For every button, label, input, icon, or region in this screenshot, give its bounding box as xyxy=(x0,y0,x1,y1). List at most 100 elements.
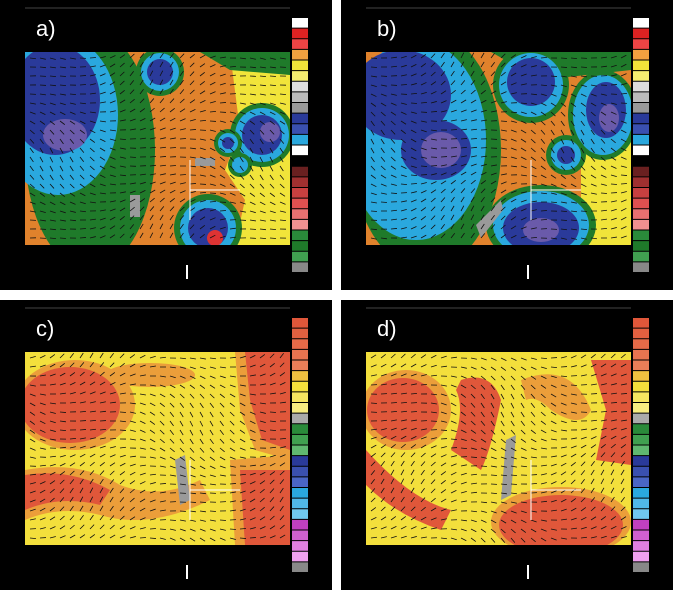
scale-swatch xyxy=(633,350,649,360)
scale-swatch xyxy=(292,103,308,113)
scale-swatch xyxy=(633,541,649,551)
wind-vector xyxy=(491,475,497,476)
wind-vector xyxy=(230,529,236,530)
scale-swatch xyxy=(633,103,649,113)
scale-swatch xyxy=(633,71,649,81)
wind-vector xyxy=(541,210,547,211)
scale-swatch xyxy=(633,146,649,156)
scale-swatch xyxy=(633,414,649,424)
scale-swatch xyxy=(292,477,308,487)
scale-swatch xyxy=(292,467,308,477)
scale-swatch xyxy=(633,50,649,60)
scale-swatch xyxy=(633,29,649,39)
scale-swatch xyxy=(292,382,308,392)
wind-vector xyxy=(441,120,447,121)
wind-vector xyxy=(90,57,96,58)
wind-vector xyxy=(270,412,276,413)
radar-field xyxy=(0,30,294,270)
panel: b) xyxy=(341,0,673,290)
scale-swatch xyxy=(292,499,308,509)
wind-vector xyxy=(80,75,86,76)
wind-vector xyxy=(371,211,377,212)
wind-vector xyxy=(621,183,627,184)
scale-swatch xyxy=(633,552,649,562)
scale-swatch xyxy=(292,414,308,424)
scale-swatch xyxy=(292,371,308,381)
scale-swatch xyxy=(633,61,649,71)
wind-vector xyxy=(270,76,276,77)
wind-vector xyxy=(501,121,507,122)
wind-vector xyxy=(471,138,477,139)
wind-vector xyxy=(150,538,156,539)
scale-swatch xyxy=(292,562,308,572)
scale-swatch xyxy=(292,188,308,198)
scale-swatch xyxy=(292,82,308,92)
scale-swatch xyxy=(633,114,649,124)
panel: c) xyxy=(0,300,332,590)
scale-swatch xyxy=(633,509,649,519)
scale-marker xyxy=(186,565,188,579)
scale-swatch xyxy=(292,18,308,28)
wind-vector xyxy=(611,184,617,185)
wind-vector xyxy=(220,102,226,103)
scale-swatch xyxy=(633,92,649,102)
scale-marker xyxy=(527,565,529,579)
radar-field xyxy=(346,30,638,270)
panel: a) xyxy=(0,0,332,290)
scale-swatch xyxy=(633,467,649,477)
scale-swatch xyxy=(292,241,308,251)
scale-swatch xyxy=(292,135,308,145)
wind-vector xyxy=(190,183,196,184)
radar-field xyxy=(15,352,290,545)
scale-swatch xyxy=(633,231,649,241)
scale-swatch xyxy=(292,541,308,551)
wind-vector xyxy=(150,156,156,157)
wind-vector xyxy=(220,210,226,211)
scale-swatch xyxy=(292,29,308,39)
scale-swatch xyxy=(633,446,649,456)
scale-swatch xyxy=(633,499,649,509)
scale-swatch xyxy=(292,446,308,456)
panel: d) xyxy=(341,300,673,590)
scale-swatch xyxy=(292,435,308,445)
scale-swatch xyxy=(633,124,649,134)
scale-swatch xyxy=(633,18,649,28)
wind-vector xyxy=(180,174,186,175)
scale-swatch xyxy=(633,435,649,445)
wind-vector xyxy=(451,129,457,130)
wind-vector xyxy=(421,166,427,167)
scale-swatch xyxy=(292,361,308,371)
scale-swatch xyxy=(633,135,649,145)
panel-label: d) xyxy=(377,316,397,341)
wind-vector xyxy=(391,402,397,403)
scale-swatch xyxy=(633,520,649,530)
scale-swatch xyxy=(633,562,649,572)
scale-marker xyxy=(527,265,529,279)
scale-swatch xyxy=(292,424,308,434)
scale-swatch xyxy=(292,520,308,530)
scale-swatch xyxy=(292,329,308,339)
scale-swatch xyxy=(292,403,308,413)
wind-vector xyxy=(561,58,567,59)
wind-vector xyxy=(60,76,66,77)
wind-vector xyxy=(391,228,397,229)
wind-vector xyxy=(561,67,567,68)
scale-swatch xyxy=(292,124,308,134)
scale-swatch xyxy=(292,339,308,349)
scale-marker xyxy=(186,265,188,279)
scale-swatch xyxy=(292,552,308,562)
scale-swatch xyxy=(292,61,308,71)
scale-swatch xyxy=(633,392,649,402)
wind-vector xyxy=(80,237,86,238)
wind-vector xyxy=(190,502,196,503)
scale-swatch xyxy=(633,403,649,413)
scale-swatch xyxy=(633,177,649,187)
wind-vector xyxy=(381,202,387,203)
wind-vector xyxy=(581,211,587,212)
scale-swatch xyxy=(292,318,308,328)
scale-swatch xyxy=(292,50,308,60)
wind-vector xyxy=(140,537,146,538)
scale-swatch xyxy=(633,382,649,392)
wind-vector xyxy=(60,238,66,239)
scale-swatch xyxy=(292,231,308,241)
